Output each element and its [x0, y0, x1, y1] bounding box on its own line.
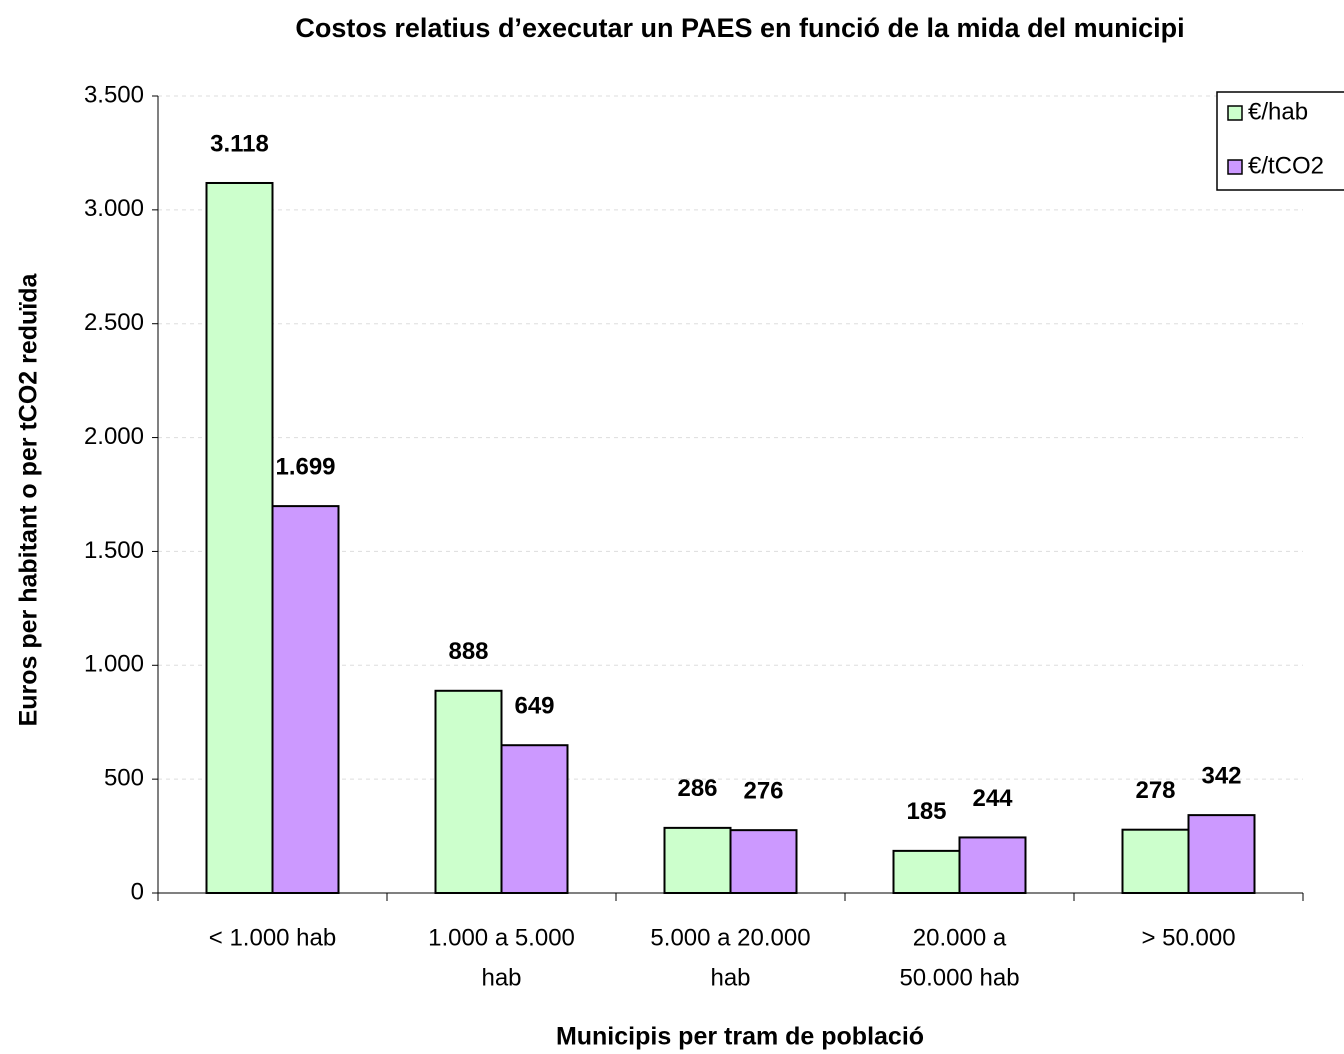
- bar: [663, 826, 732, 895]
- bar: [500, 744, 569, 895]
- y-tick-label: 2.500: [84, 309, 144, 336]
- x-tick-label: 5.000 a 20.000: [650, 924, 810, 951]
- value-label: 1.699: [275, 453, 335, 480]
- value-label: 3.118: [210, 130, 269, 157]
- value-label: 342: [1201, 762, 1241, 789]
- value-label: 278: [1135, 777, 1175, 804]
- legend-box: [1216, 91, 1344, 191]
- bar: [205, 181, 274, 894]
- bar: [958, 836, 1027, 895]
- y-axis-label: Euros per habitant o per tCO2 reduïda: [15, 272, 43, 726]
- y-tick-label: 2.000: [84, 423, 144, 450]
- legend-label: €/hab: [1248, 98, 1308, 125]
- legend-swatch: [1227, 105, 1243, 121]
- value-label: 286: [677, 775, 717, 802]
- x-tick-label: hab: [481, 964, 521, 991]
- chart-title: Costos relatius d’executar un PAES en fu…: [295, 13, 1184, 43]
- bar: [434, 689, 503, 895]
- legend-label: €/tCO2: [1248, 152, 1324, 179]
- legend-swatch: [1227, 159, 1243, 175]
- y-tick-label: 500: [104, 764, 144, 791]
- y-tick-label: 1.500: [84, 537, 144, 564]
- x-tick-label: hab: [710, 964, 750, 991]
- value-label: 185: [906, 798, 946, 825]
- value-label: 276: [743, 777, 783, 804]
- y-tick-label: 0: [131, 878, 144, 905]
- x-tick-label: < 1.000 hab: [209, 924, 336, 951]
- x-tick-label: 20.000 a: [913, 924, 1007, 951]
- bar: [892, 849, 961, 895]
- x-tick-label: > 50.000: [1141, 924, 1235, 951]
- y-tick-label: 1.000: [84, 651, 144, 678]
- x-axis-label: Municipis per tram de població: [556, 1023, 924, 1051]
- bar: [1187, 814, 1256, 894]
- bar: [271, 505, 340, 894]
- x-tick-label: 1.000 a 5.000: [428, 924, 575, 951]
- value-label: 888: [448, 638, 488, 665]
- bar: [729, 829, 798, 895]
- value-label: 244: [972, 785, 1013, 812]
- x-tick-label: 50.000 hab: [899, 964, 1019, 991]
- bar: [1121, 828, 1190, 895]
- value-label: 649: [514, 693, 554, 720]
- y-tick-label: 3.000: [84, 195, 144, 222]
- y-tick-label: 3.500: [84, 81, 144, 108]
